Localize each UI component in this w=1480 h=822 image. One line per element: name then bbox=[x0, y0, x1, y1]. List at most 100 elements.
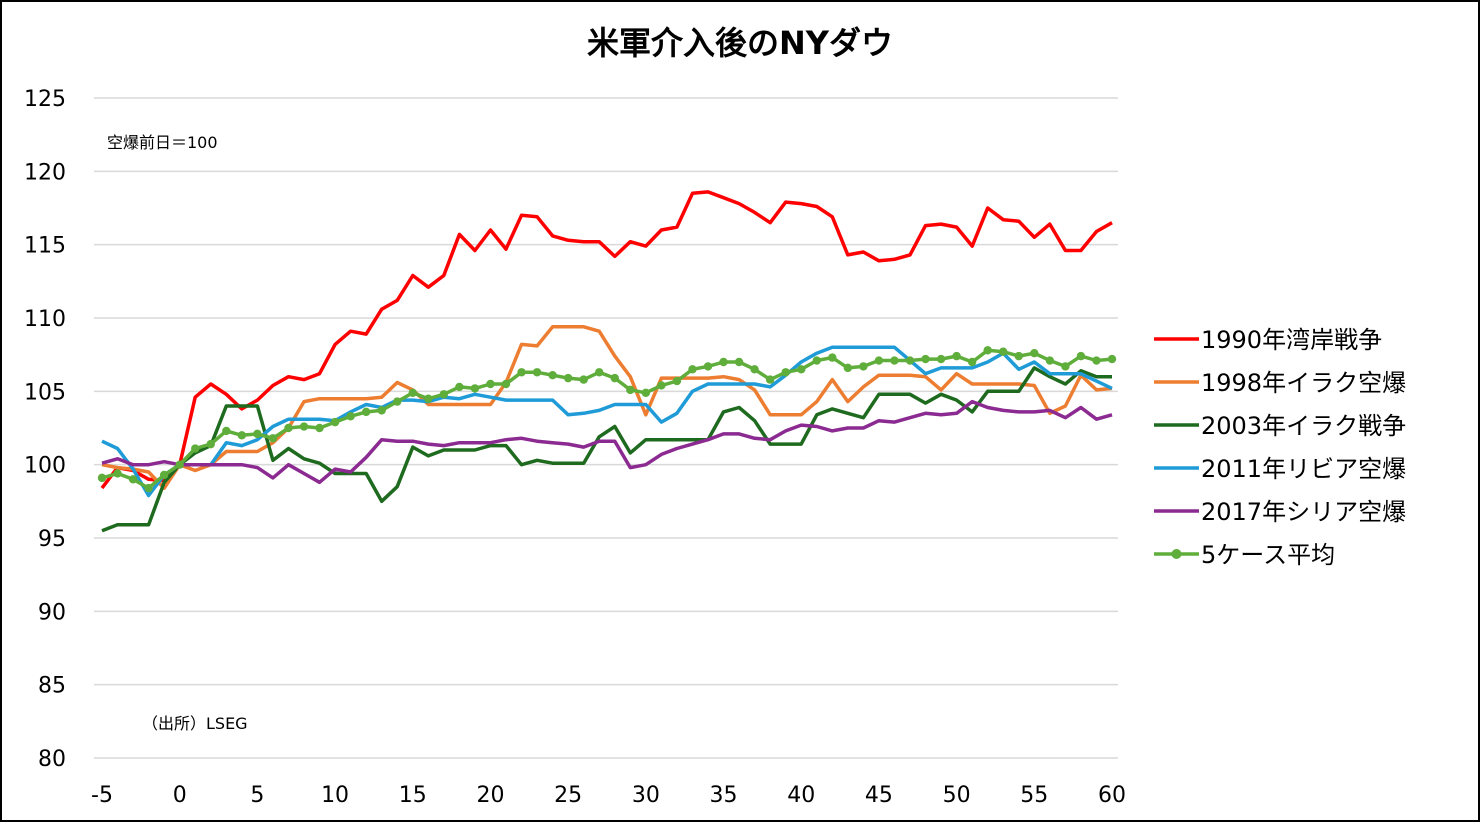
data-point bbox=[191, 444, 200, 453]
data-point bbox=[548, 371, 557, 380]
x-axis-ticks: -5 0 5 10 15 20 25 30 35 40 45 50 55 60 bbox=[91, 783, 1126, 808]
data-point bbox=[967, 357, 977, 367]
data-point bbox=[781, 368, 790, 377]
legend-marker bbox=[1171, 549, 1182, 559]
data-point bbox=[237, 431, 247, 440]
data-point bbox=[206, 439, 215, 449]
data-point bbox=[843, 363, 853, 373]
data-point bbox=[408, 388, 417, 397]
data-point bbox=[517, 368, 526, 377]
data-point bbox=[1045, 356, 1055, 365]
x-tick-label: 60 bbox=[1098, 783, 1126, 808]
y-tick-label: 100 bbox=[24, 454, 66, 479]
data-point bbox=[610, 373, 619, 383]
data-point bbox=[1061, 362, 1070, 371]
data-point bbox=[626, 385, 635, 395]
data-point bbox=[470, 384, 480, 393]
y-tick-label: 105 bbox=[24, 380, 66, 405]
x-tick-label: 25 bbox=[554, 783, 582, 808]
data-point bbox=[812, 356, 821, 365]
annotation-base-note: 空爆前日＝100 bbox=[107, 133, 218, 152]
x-tick-label: 35 bbox=[710, 783, 738, 808]
x-tick-label: 50 bbox=[943, 783, 971, 808]
data-point bbox=[346, 412, 355, 421]
chart-title: 米軍介入後のNYダウ bbox=[587, 24, 893, 62]
data-point bbox=[1092, 356, 1101, 365]
data-point bbox=[501, 379, 511, 389]
legend-label: 2003年イラク戦争 bbox=[1201, 412, 1406, 440]
y-tick-label: 95 bbox=[38, 527, 66, 552]
data-point bbox=[921, 354, 930, 364]
data-point bbox=[936, 354, 946, 364]
x-tick-label: 15 bbox=[399, 783, 427, 808]
data-point bbox=[765, 375, 775, 384]
x-tick-label: 5 bbox=[250, 783, 264, 808]
data-point bbox=[750, 365, 759, 374]
data-point bbox=[439, 390, 449, 399]
data-point bbox=[563, 373, 573, 383]
data-point bbox=[952, 351, 961, 361]
data-point bbox=[315, 423, 324, 433]
data-point bbox=[719, 357, 728, 367]
x-tick-label: 55 bbox=[1020, 783, 1048, 808]
data-point bbox=[595, 368, 604, 377]
data-point bbox=[486, 379, 495, 389]
data-point bbox=[113, 469, 122, 478]
data-point bbox=[828, 353, 837, 362]
x-tick-label: 30 bbox=[632, 783, 660, 808]
data-point bbox=[1014, 351, 1023, 361]
x-tick-label: 10 bbox=[321, 783, 349, 808]
data-point bbox=[1030, 349, 1039, 358]
y-tick-label: 110 bbox=[24, 307, 66, 332]
y-tick-label: 125 bbox=[24, 87, 66, 112]
data-point bbox=[859, 362, 868, 371]
series-2 bbox=[101, 325, 1113, 490]
series-4 bbox=[101, 345, 1113, 498]
data-point bbox=[1076, 351, 1086, 361]
series-line bbox=[101, 399, 1113, 485]
data-point bbox=[175, 460, 184, 469]
data-point bbox=[377, 406, 386, 415]
legend-label: 1990年湾岸戦争 bbox=[1201, 326, 1382, 354]
data-point bbox=[299, 422, 309, 431]
series-6 bbox=[97, 346, 1117, 493]
data-point bbox=[905, 356, 915, 365]
x-tick-label: 40 bbox=[787, 783, 815, 808]
data-point bbox=[97, 473, 107, 483]
data-point bbox=[672, 376, 682, 386]
data-point bbox=[159, 470, 169, 480]
data-point bbox=[253, 429, 262, 439]
series-line bbox=[101, 345, 1113, 498]
data-point bbox=[455, 382, 464, 392]
y-tick-label: 120 bbox=[24, 160, 66, 185]
data-point bbox=[657, 381, 666, 390]
data-point bbox=[1107, 354, 1117, 364]
data-point bbox=[688, 365, 697, 374]
data-point bbox=[284, 423, 293, 433]
series-line bbox=[101, 366, 1112, 533]
series-lines bbox=[97, 190, 1117, 533]
data-point bbox=[983, 346, 992, 355]
series-line bbox=[101, 325, 1113, 490]
data-point bbox=[330, 417, 340, 427]
data-point bbox=[222, 426, 231, 436]
legend-item: 2017年シリア空爆 bbox=[1154, 498, 1406, 526]
annotation-source-note: （出所）LSEG bbox=[142, 714, 248, 733]
legend-item: 5ケース平均 bbox=[1154, 541, 1335, 569]
series-line bbox=[100, 190, 1113, 490]
data-point bbox=[874, 356, 884, 365]
data-point bbox=[797, 365, 806, 374]
legend-item: 1998年イラク空爆 bbox=[1154, 369, 1406, 397]
x-tick-label: 45 bbox=[865, 783, 893, 808]
data-point bbox=[424, 394, 433, 403]
legend-label: 1998年イラク空爆 bbox=[1201, 369, 1406, 397]
data-point bbox=[890, 356, 899, 365]
legend-item: 1990年湾岸戦争 bbox=[1154, 326, 1382, 354]
series-5 bbox=[101, 399, 1113, 485]
data-point bbox=[128, 475, 138, 484]
legend-label: 2011年リビア空爆 bbox=[1201, 455, 1406, 483]
data-point bbox=[579, 375, 588, 384]
series-3 bbox=[101, 366, 1112, 533]
